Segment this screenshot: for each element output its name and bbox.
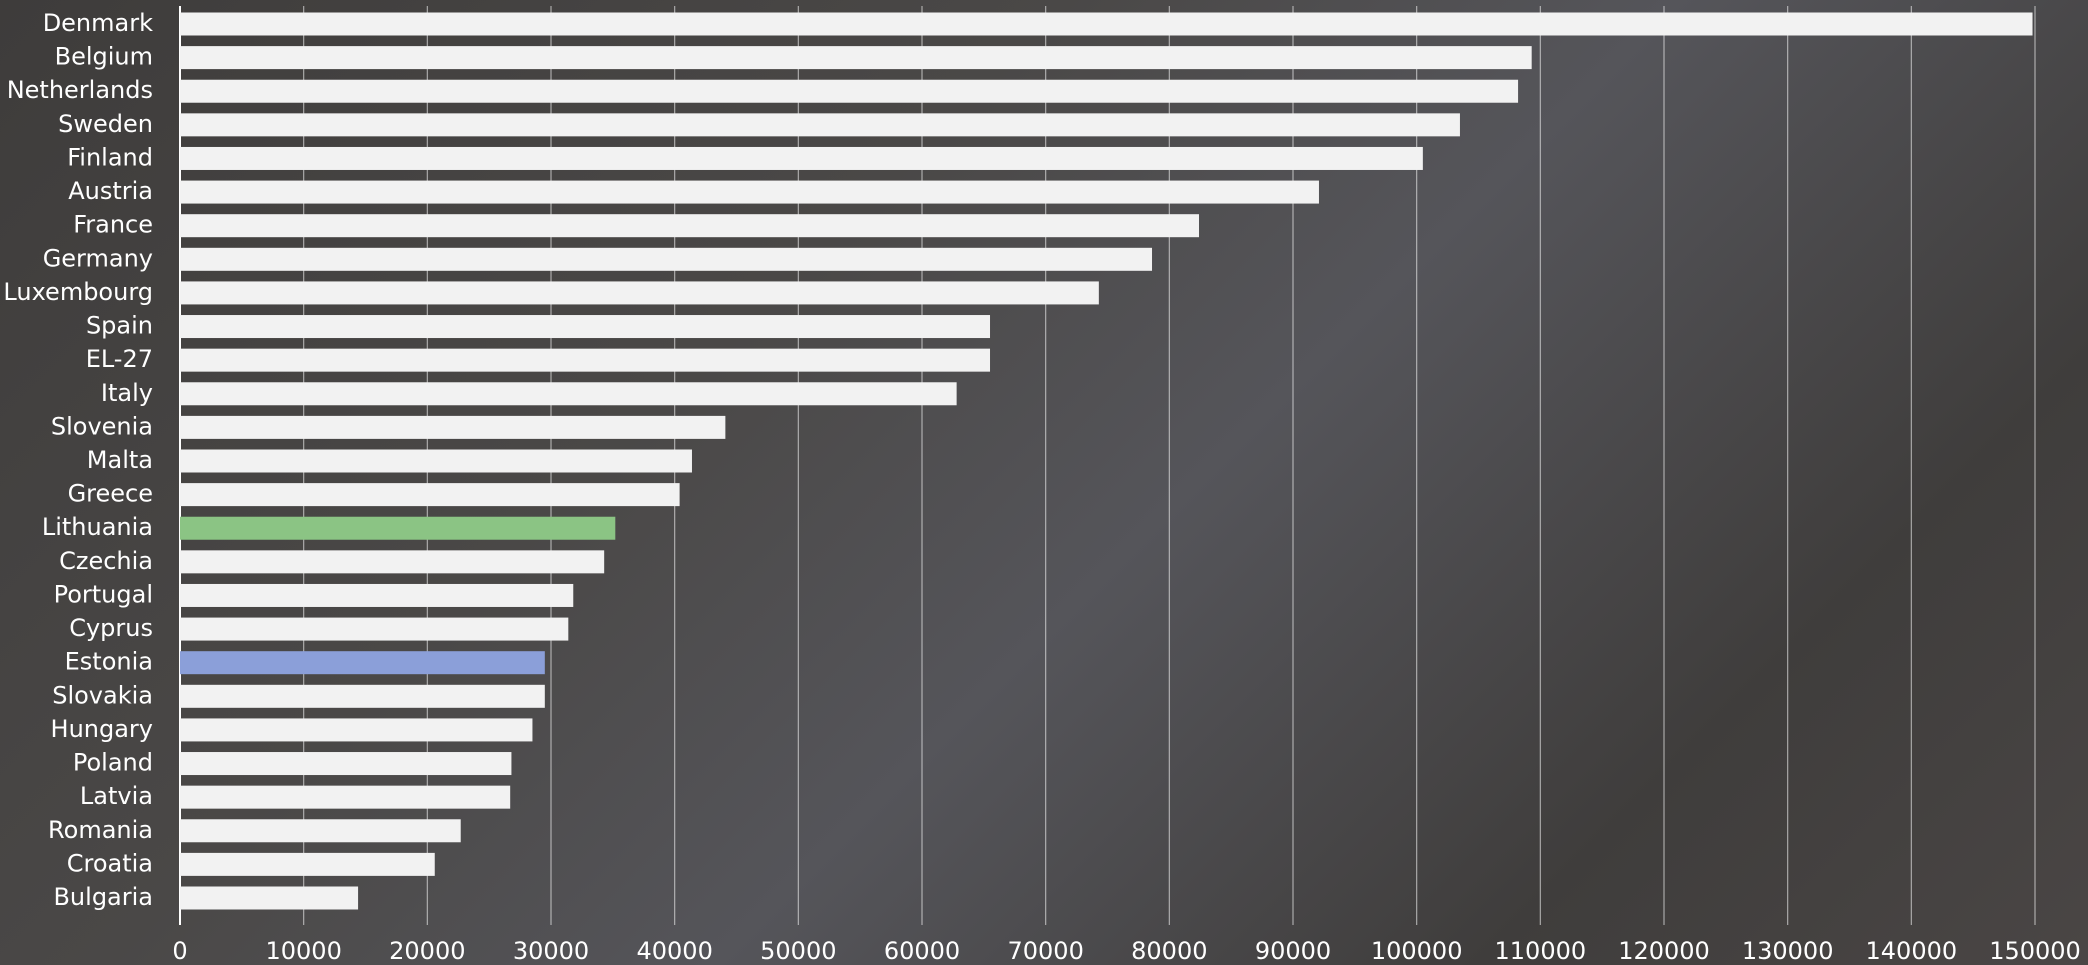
bar bbox=[180, 785, 511, 809]
y-tick-label: Malta bbox=[87, 446, 153, 474]
x-tick-label: 40000 bbox=[636, 937, 712, 965]
y-tick-label: Romania bbox=[48, 816, 153, 844]
bar bbox=[180, 415, 726, 439]
bar bbox=[180, 79, 1519, 103]
y-tick-label: Croatia bbox=[67, 849, 153, 877]
x-tick-label: 140000 bbox=[1866, 937, 1958, 965]
bar bbox=[180, 46, 1532, 70]
x-tick-label: 50000 bbox=[760, 937, 836, 965]
y-tick-label: Portugal bbox=[54, 580, 153, 608]
bar bbox=[180, 449, 692, 473]
bar bbox=[180, 281, 1099, 305]
y-tick-label: Greece bbox=[68, 480, 153, 508]
x-tick-label: 150000 bbox=[1989, 937, 2081, 965]
y-tick-label: Hungary bbox=[51, 715, 153, 743]
bar bbox=[180, 852, 435, 876]
x-tick-label: 20000 bbox=[389, 937, 465, 965]
bar bbox=[180, 146, 1423, 170]
y-tick-label: Slovenia bbox=[51, 412, 153, 440]
bar bbox=[180, 684, 545, 708]
bar bbox=[180, 752, 512, 776]
y-tick-label: Denmark bbox=[43, 9, 153, 37]
y-tick-label: Latvia bbox=[80, 782, 153, 810]
bar bbox=[180, 651, 545, 675]
bar bbox=[180, 214, 1200, 238]
x-tick-label: 100000 bbox=[1371, 937, 1463, 965]
y-tick-label: Czechia bbox=[59, 547, 153, 575]
y-tick-label: Lithuania bbox=[42, 513, 153, 541]
bar bbox=[180, 483, 680, 507]
y-tick-label: France bbox=[73, 211, 153, 239]
y-tick-label: Germany bbox=[43, 244, 153, 272]
x-tick-label: 30000 bbox=[513, 937, 589, 965]
x-tick-label: 80000 bbox=[1131, 937, 1207, 965]
x-tick-label: 10000 bbox=[265, 937, 341, 965]
y-tick-label: Bulgaria bbox=[53, 883, 153, 911]
bar bbox=[180, 583, 574, 607]
y-tick-label: Estonia bbox=[65, 648, 153, 676]
bar bbox=[180, 247, 1153, 271]
bar bbox=[180, 718, 533, 742]
y-tick-label: Finland bbox=[67, 143, 153, 171]
y-tick-label: Cyprus bbox=[69, 614, 153, 642]
y-tick-label: Sweden bbox=[58, 110, 153, 138]
bar bbox=[180, 886, 359, 910]
y-tick-label: EL-27 bbox=[86, 345, 153, 373]
bar bbox=[180, 113, 1460, 137]
y-tick-label: Austria bbox=[68, 177, 153, 205]
bar bbox=[180, 382, 957, 406]
y-tick-label: Spain bbox=[86, 312, 153, 340]
bar bbox=[180, 617, 569, 641]
bar bbox=[180, 550, 605, 574]
x-tick-label: 0 bbox=[172, 937, 187, 965]
x-tick-label: 90000 bbox=[1255, 937, 1331, 965]
bar bbox=[180, 819, 461, 843]
bar bbox=[180, 315, 991, 339]
y-tick-label: Slovakia bbox=[52, 681, 153, 709]
x-tick-label: 120000 bbox=[1618, 937, 1710, 965]
bar bbox=[180, 348, 991, 372]
bar bbox=[180, 12, 2033, 36]
y-tick-label: Luxembourg bbox=[3, 278, 153, 306]
y-tick-label: Italy bbox=[101, 379, 153, 407]
y-tick-label: Belgium bbox=[55, 43, 153, 71]
x-tick-label: 110000 bbox=[1495, 937, 1587, 965]
bar bbox=[180, 516, 616, 540]
x-tick-label: 130000 bbox=[1742, 937, 1834, 965]
x-tick-label: 70000 bbox=[1007, 937, 1083, 965]
x-tick-label: 60000 bbox=[884, 937, 960, 965]
y-tick-label: Poland bbox=[73, 749, 153, 777]
bar bbox=[180, 180, 1319, 204]
y-tick-label: Netherlands bbox=[7, 76, 153, 104]
